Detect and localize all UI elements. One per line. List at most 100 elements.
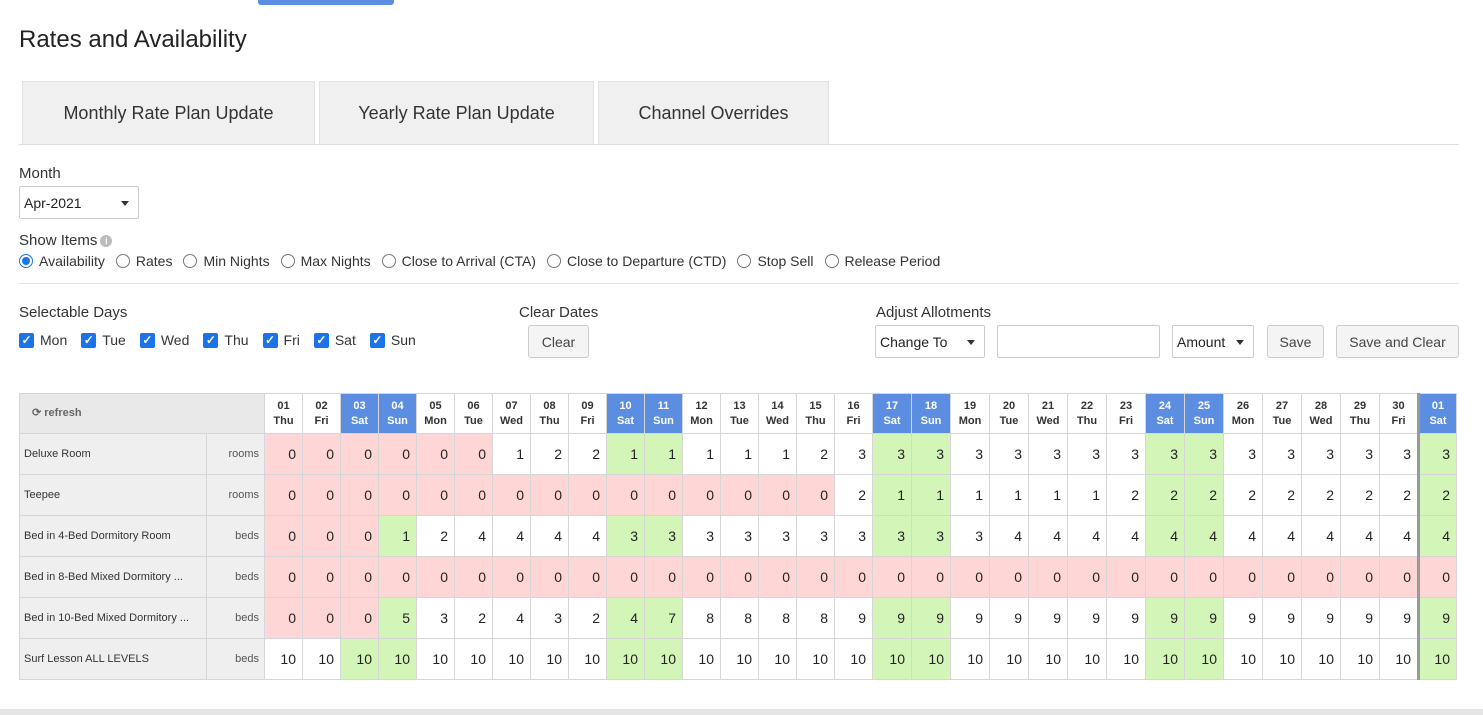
- date-header[interactable]: 20 Tue: [989, 393, 1029, 434]
- availability-cell[interactable]: 0: [340, 515, 379, 557]
- availability-cell[interactable]: 2: [1379, 474, 1419, 516]
- date-header[interactable]: 14 Wed: [758, 393, 797, 434]
- availability-cell[interactable]: 10: [1184, 638, 1224, 680]
- availability-cell[interactable]: 0: [264, 474, 303, 516]
- radio-button[interactable]: [115, 254, 130, 268]
- availability-cell[interactable]: 10: [454, 638, 493, 680]
- availability-cell[interactable]: 4: [1106, 515, 1146, 557]
- availability-cell[interactable]: 0: [454, 474, 493, 516]
- availability-cell[interactable]: 0: [264, 433, 303, 475]
- date-header[interactable]: 18 Sun: [911, 393, 951, 434]
- availability-cell[interactable]: 3: [911, 515, 951, 557]
- availability-cell[interactable]: 4: [606, 597, 645, 639]
- allotment-unit-select[interactable]: Amount: [1172, 325, 1254, 358]
- availability-cell[interactable]: 3: [1145, 433, 1185, 475]
- availability-cell[interactable]: 3: [1184, 433, 1224, 475]
- availability-cell[interactable]: 0: [1262, 556, 1302, 598]
- radio-rates[interactable]: Rates: [115, 253, 172, 269]
- availability-cell[interactable]: 4: [1262, 515, 1302, 557]
- availability-cell[interactable]: 4: [1223, 515, 1263, 557]
- availability-cell[interactable]: 8: [682, 597, 721, 639]
- availability-cell[interactable]: 0: [1223, 556, 1263, 598]
- checkbox-checked-icon[interactable]: ✓: [81, 332, 97, 348]
- checkbox-checked-icon[interactable]: ✓: [19, 332, 34, 348]
- radio-button[interactable]: [381, 254, 396, 268]
- availability-cell[interactable]: 3: [1223, 433, 1263, 475]
- availability-cell[interactable]: 0: [796, 474, 835, 516]
- availability-cell[interactable]: 8: [758, 597, 797, 639]
- availability-cell[interactable]: 9: [950, 597, 990, 639]
- availability-cell[interactable]: 10: [1223, 638, 1263, 680]
- availability-cell[interactable]: 0: [568, 474, 607, 516]
- availability-cell[interactable]: 0: [302, 515, 341, 557]
- checkbox-thu[interactable]: ✓ Thu: [203, 332, 249, 348]
- radio-min-nights[interactable]: Min Nights: [183, 253, 270, 269]
- availability-cell[interactable]: 0: [1145, 556, 1185, 598]
- availability-cell[interactable]: 9: [911, 597, 951, 639]
- availability-cell[interactable]: 1: [1028, 474, 1068, 516]
- tab-monthly-rate-plan[interactable]: Monthly Rate Plan Update: [22, 81, 315, 144]
- availability-cell[interactable]: 4: [1028, 515, 1068, 557]
- availability-cell[interactable]: 0: [796, 556, 835, 598]
- availability-cell[interactable]: 2: [1301, 474, 1341, 516]
- availability-cell[interactable]: 10: [1106, 638, 1146, 680]
- availability-cell[interactable]: 10: [720, 638, 759, 680]
- date-header[interactable]: 10 Sat: [606, 393, 645, 434]
- availability-cell[interactable]: 9: [1301, 597, 1341, 639]
- availability-cell[interactable]: 0: [1184, 556, 1224, 598]
- availability-cell[interactable]: 10: [911, 638, 951, 680]
- availability-cell[interactable]: 1: [606, 433, 645, 475]
- availability-cell[interactable]: 0: [340, 433, 379, 475]
- availability-cell[interactable]: 2: [1145, 474, 1185, 516]
- availability-cell[interactable]: 1: [911, 474, 951, 516]
- month-select[interactable]: Apr-2021: [19, 186, 139, 219]
- date-header[interactable]: 24 Sat: [1145, 393, 1185, 434]
- availability-cell[interactable]: 0: [340, 597, 379, 639]
- availability-cell[interactable]: 9: [872, 597, 912, 639]
- date-header[interactable]: 28 Wed: [1301, 393, 1341, 434]
- availability-cell[interactable]: 10: [950, 638, 990, 680]
- availability-cell[interactable]: 3: [720, 515, 759, 557]
- availability-cell[interactable]: 2: [1340, 474, 1380, 516]
- date-header[interactable]: 21 Wed: [1028, 393, 1068, 434]
- availability-cell[interactable]: 9: [1184, 597, 1224, 639]
- availability-cell[interactable]: 0: [720, 474, 759, 516]
- availability-cell[interactable]: 0: [492, 556, 531, 598]
- date-header[interactable]: 03 Sat: [340, 393, 379, 434]
- availability-cell[interactable]: 10: [1301, 638, 1341, 680]
- info-icon[interactable]: i: [100, 235, 113, 247]
- availability-cell[interactable]: 0: [264, 597, 303, 639]
- availability-cell[interactable]: 3: [796, 515, 835, 557]
- availability-cell[interactable]: 3: [1340, 433, 1380, 475]
- date-header[interactable]: 26 Mon: [1223, 393, 1263, 434]
- date-header[interactable]: 11 Sun: [644, 393, 683, 434]
- date-header[interactable]: 02 Fri: [302, 393, 341, 434]
- availability-cell[interactable]: 7: [644, 597, 683, 639]
- date-header[interactable]: 12 Mon: [682, 393, 721, 434]
- availability-cell[interactable]: 3: [872, 515, 912, 557]
- availability-cell[interactable]: 0: [454, 556, 493, 598]
- date-header[interactable]: 13 Tue: [720, 393, 759, 434]
- availability-cell[interactable]: 10: [606, 638, 645, 680]
- radio-availability[interactable]: Availability: [19, 253, 105, 269]
- date-header[interactable]: 06 Tue: [454, 393, 493, 434]
- availability-cell[interactable]: 4: [492, 597, 531, 639]
- availability-cell[interactable]: 0: [302, 433, 341, 475]
- availability-cell[interactable]: 1: [1067, 474, 1107, 516]
- radio-ctd[interactable]: Close to Departure (CTD): [546, 253, 726, 269]
- availability-cell[interactable]: 0: [264, 515, 303, 557]
- date-header[interactable]: 01 Thu: [264, 393, 303, 434]
- availability-cell[interactable]: 0: [416, 556, 455, 598]
- availability-cell[interactable]: 4: [568, 515, 607, 557]
- availability-cell[interactable]: 5: [378, 597, 417, 639]
- availability-cell[interactable]: 9: [834, 597, 873, 639]
- date-header[interactable]: 25 Sun: [1184, 393, 1224, 434]
- availability-cell[interactable]: 4: [1379, 515, 1419, 557]
- availability-cell[interactable]: 4: [492, 515, 531, 557]
- availability-cell[interactable]: 4: [530, 515, 569, 557]
- availability-cell[interactable]: 0: [302, 597, 341, 639]
- availability-cell[interactable]: 1: [682, 433, 721, 475]
- availability-cell[interactable]: 4: [1184, 515, 1224, 557]
- checkbox-checked-icon[interactable]: ✓: [313, 332, 329, 348]
- date-header[interactable]: 09 Fri: [568, 393, 607, 434]
